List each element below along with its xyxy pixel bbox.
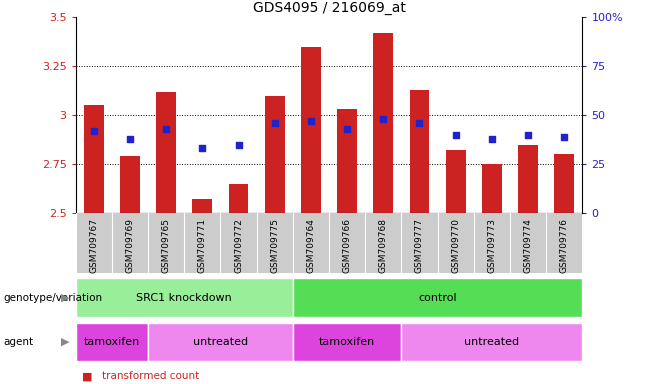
Text: GSM709769: GSM709769 bbox=[126, 218, 134, 273]
Point bbox=[88, 128, 99, 134]
Bar bbox=[482, 164, 502, 213]
Text: GSM709771: GSM709771 bbox=[198, 218, 207, 273]
Text: GSM709768: GSM709768 bbox=[379, 218, 388, 273]
Bar bbox=[76, 278, 293, 317]
Bar bbox=[401, 323, 582, 361]
Bar bbox=[337, 109, 357, 213]
Bar bbox=[293, 278, 582, 317]
Point bbox=[522, 132, 533, 138]
Title: GDS4095 / 216069_at: GDS4095 / 216069_at bbox=[253, 1, 405, 15]
Bar bbox=[293, 323, 401, 361]
Text: GSM709776: GSM709776 bbox=[560, 218, 569, 273]
Bar bbox=[373, 33, 393, 213]
Bar bbox=[192, 199, 213, 213]
Text: untreated: untreated bbox=[193, 337, 248, 347]
Bar bbox=[301, 47, 321, 213]
Text: GSM709766: GSM709766 bbox=[343, 218, 351, 273]
Text: transformed count: transformed count bbox=[102, 371, 199, 381]
Point bbox=[305, 118, 316, 124]
Bar bbox=[518, 145, 538, 213]
Bar bbox=[554, 154, 574, 213]
Point bbox=[378, 116, 388, 122]
Text: SRC1 knockdown: SRC1 knockdown bbox=[136, 293, 232, 303]
Point bbox=[124, 136, 136, 142]
Text: agent: agent bbox=[3, 337, 34, 347]
Text: ▶: ▶ bbox=[61, 337, 69, 347]
Text: ▶: ▶ bbox=[61, 293, 69, 303]
Point bbox=[233, 142, 243, 148]
Text: GSM709772: GSM709772 bbox=[234, 218, 243, 273]
Text: GSM709775: GSM709775 bbox=[270, 218, 279, 273]
Bar bbox=[445, 151, 466, 213]
Text: GSM709773: GSM709773 bbox=[488, 218, 496, 273]
Point bbox=[197, 146, 207, 152]
Text: GSM709767: GSM709767 bbox=[89, 218, 98, 273]
Text: tamoxifen: tamoxifen bbox=[319, 337, 375, 347]
Bar bbox=[409, 90, 430, 213]
Text: untreated: untreated bbox=[465, 337, 519, 347]
Bar bbox=[156, 92, 176, 213]
Text: tamoxifen: tamoxifen bbox=[84, 337, 140, 347]
Text: GSM709774: GSM709774 bbox=[524, 218, 532, 273]
Point bbox=[450, 132, 461, 138]
Text: GSM709777: GSM709777 bbox=[415, 218, 424, 273]
Point bbox=[342, 126, 353, 132]
Text: GSM709765: GSM709765 bbox=[162, 218, 170, 273]
Point bbox=[559, 134, 570, 140]
Point bbox=[415, 120, 425, 126]
Point bbox=[161, 126, 171, 132]
Text: genotype/variation: genotype/variation bbox=[3, 293, 103, 303]
Bar bbox=[84, 106, 104, 213]
Point bbox=[486, 136, 497, 142]
Text: control: control bbox=[418, 293, 457, 303]
Text: GSM709770: GSM709770 bbox=[451, 218, 460, 273]
Point bbox=[270, 120, 280, 126]
Bar bbox=[228, 184, 249, 213]
Bar bbox=[76, 323, 148, 361]
Text: GSM709764: GSM709764 bbox=[307, 218, 315, 273]
Bar bbox=[148, 323, 293, 361]
Text: ■: ■ bbox=[82, 371, 93, 381]
Bar bbox=[120, 156, 140, 213]
Bar bbox=[265, 96, 285, 213]
